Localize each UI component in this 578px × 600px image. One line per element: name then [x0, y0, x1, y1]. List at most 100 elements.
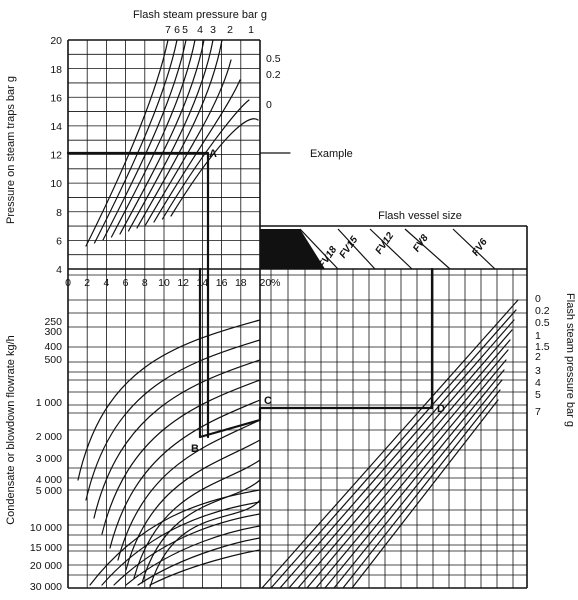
example-line-c — [198, 267, 434, 439]
top-curve-label: 6 — [174, 24, 180, 36]
percent-tick: 10 — [158, 277, 170, 289]
point-d: D — [437, 403, 445, 415]
upper-y-tick: 4 — [56, 264, 62, 276]
example-label: Example — [310, 148, 353, 160]
flowrate-curve — [133, 459, 261, 579]
vessel-divider — [404, 228, 451, 270]
upper-y-tick: 12 — [50, 150, 62, 162]
right-pressure-tick: 7 — [535, 406, 541, 418]
point-a: A — [209, 148, 217, 160]
vessel-black-zone — [260, 229, 325, 269]
flowrate-curve — [117, 419, 261, 561]
vessel-size-label: FV6 — [470, 237, 490, 259]
example-line-a — [66, 151, 210, 439]
upper-y-tick: 8 — [56, 207, 62, 219]
upper-y-label: Pressure on steam traps bar g — [5, 76, 17, 224]
chart-curves — [77, 39, 519, 589]
flow-tick: 20 000 — [30, 560, 62, 572]
flow-tick: 3 000 — [36, 453, 62, 465]
pressure-diagonal — [324, 369, 505, 589]
flowrate-curve — [125, 439, 261, 571]
right-pressure-tick: 4 — [535, 377, 541, 389]
top-curve-label: 7 — [165, 24, 171, 36]
top-curve-label: 1 — [248, 24, 254, 36]
example-path — [66, 151, 434, 439]
pressure-diagonal — [297, 339, 511, 589]
flash-pressure-curve — [144, 59, 232, 226]
flash-pressure-curve — [119, 39, 205, 235]
vessel-title: Flash vessel size — [378, 210, 462, 222]
flash-pressure-curve — [161, 99, 250, 220]
right-pressure-tick: 3 — [535, 365, 541, 377]
right-pressure-tick: 5 — [535, 389, 541, 401]
right-pressure-tick: 0.5 — [535, 317, 550, 329]
flow-tick: 1 000 — [36, 397, 62, 409]
right-title: Flash steam pressure bar g — [564, 293, 576, 427]
flowrate-curve — [137, 537, 261, 586]
right-pressure-tick: 1 — [535, 330, 541, 342]
flow-tick: 300 — [44, 326, 62, 338]
side-curve-label: 0.2 — [266, 69, 281, 81]
vessel-divider — [369, 228, 413, 270]
percent-tick: 0 — [65, 277, 71, 289]
flowrate-curve — [93, 359, 261, 519]
percent-tick: 2 — [84, 277, 90, 289]
percent-tick: 20% — [259, 277, 280, 289]
flow-tick: 2 000 — [36, 431, 62, 443]
flow-tick: 30 000 — [30, 581, 62, 593]
flash-pressure-curve — [170, 118, 259, 217]
chart-labels: Flash steam pressure bar g Flash vessel s… — [5, 9, 576, 593]
upper-y-tick: 14 — [50, 121, 62, 133]
flowrate-curve — [149, 549, 261, 586]
percent-tick: 6 — [123, 277, 129, 289]
flow-tick: 10 000 — [30, 522, 62, 534]
right-pressure-tick: 0.2 — [535, 305, 550, 317]
flowrate-curve — [77, 319, 261, 481]
upper-y-tick: 20 — [50, 35, 62, 47]
flow-tick: 500 — [44, 354, 62, 366]
point-c: C — [264, 395, 272, 407]
pressure-diagonal — [315, 359, 507, 589]
vessel-divider — [337, 228, 376, 270]
flash-pressure-curve — [127, 39, 214, 232]
flowrate-curve — [109, 399, 261, 549]
flow-tick: 400 — [44, 341, 62, 353]
percent-tick: 8 — [142, 277, 148, 289]
vessel-size-label: FV8 — [411, 233, 431, 255]
flash-pressure-curve — [136, 39, 223, 229]
flowrate-curve — [125, 525, 261, 586]
upper-y-tick: 10 — [50, 178, 62, 190]
top-curve-label: 2 — [227, 24, 233, 36]
pressure-diagonal — [306, 349, 509, 589]
side-curve-label: 0.5 — [266, 53, 281, 65]
vessel-size-label: FV15 — [338, 234, 361, 260]
pressure-diagonal — [279, 319, 515, 589]
top-curve-label: 3 — [210, 24, 216, 36]
pressure-diagonal — [288, 329, 513, 589]
pressure-diagonal — [351, 399, 499, 589]
percent-tick: 12 — [177, 277, 189, 289]
pressure-diagonal — [333, 379, 503, 589]
top-curve-label: 5 — [182, 24, 188, 36]
right-pressure-tick: 0 — [535, 293, 541, 305]
flow-tick: 5 000 — [36, 485, 62, 497]
flash-pressure-curve — [85, 39, 169, 247]
upper-y-tick: 16 — [50, 92, 62, 104]
flowrate-curve — [113, 513, 261, 586]
flow-tick: 4 000 — [36, 474, 62, 486]
grid-lines — [67, 39, 527, 588]
flowrate-curve — [149, 499, 261, 588]
flow-tick: 250 — [44, 316, 62, 328]
percent-tick: 14 — [197, 277, 209, 289]
chart-frame — [67, 39, 528, 589]
top-title: Flash steam pressure bar g — [133, 9, 267, 21]
flash-pressure-curve — [102, 39, 187, 241]
percent-tick: 18 — [235, 277, 247, 289]
upper-y-tick: 18 — [50, 64, 62, 76]
upper-y-tick: 6 — [56, 235, 62, 247]
pressure-diagonal — [270, 309, 517, 589]
lower-y-label: Condensate or blowdown flowrate kg/h — [5, 335, 17, 525]
vessel-size-label: FV12 — [374, 230, 397, 256]
flowrate-curve — [101, 501, 261, 586]
flash-pressure-curve — [153, 79, 241, 223]
